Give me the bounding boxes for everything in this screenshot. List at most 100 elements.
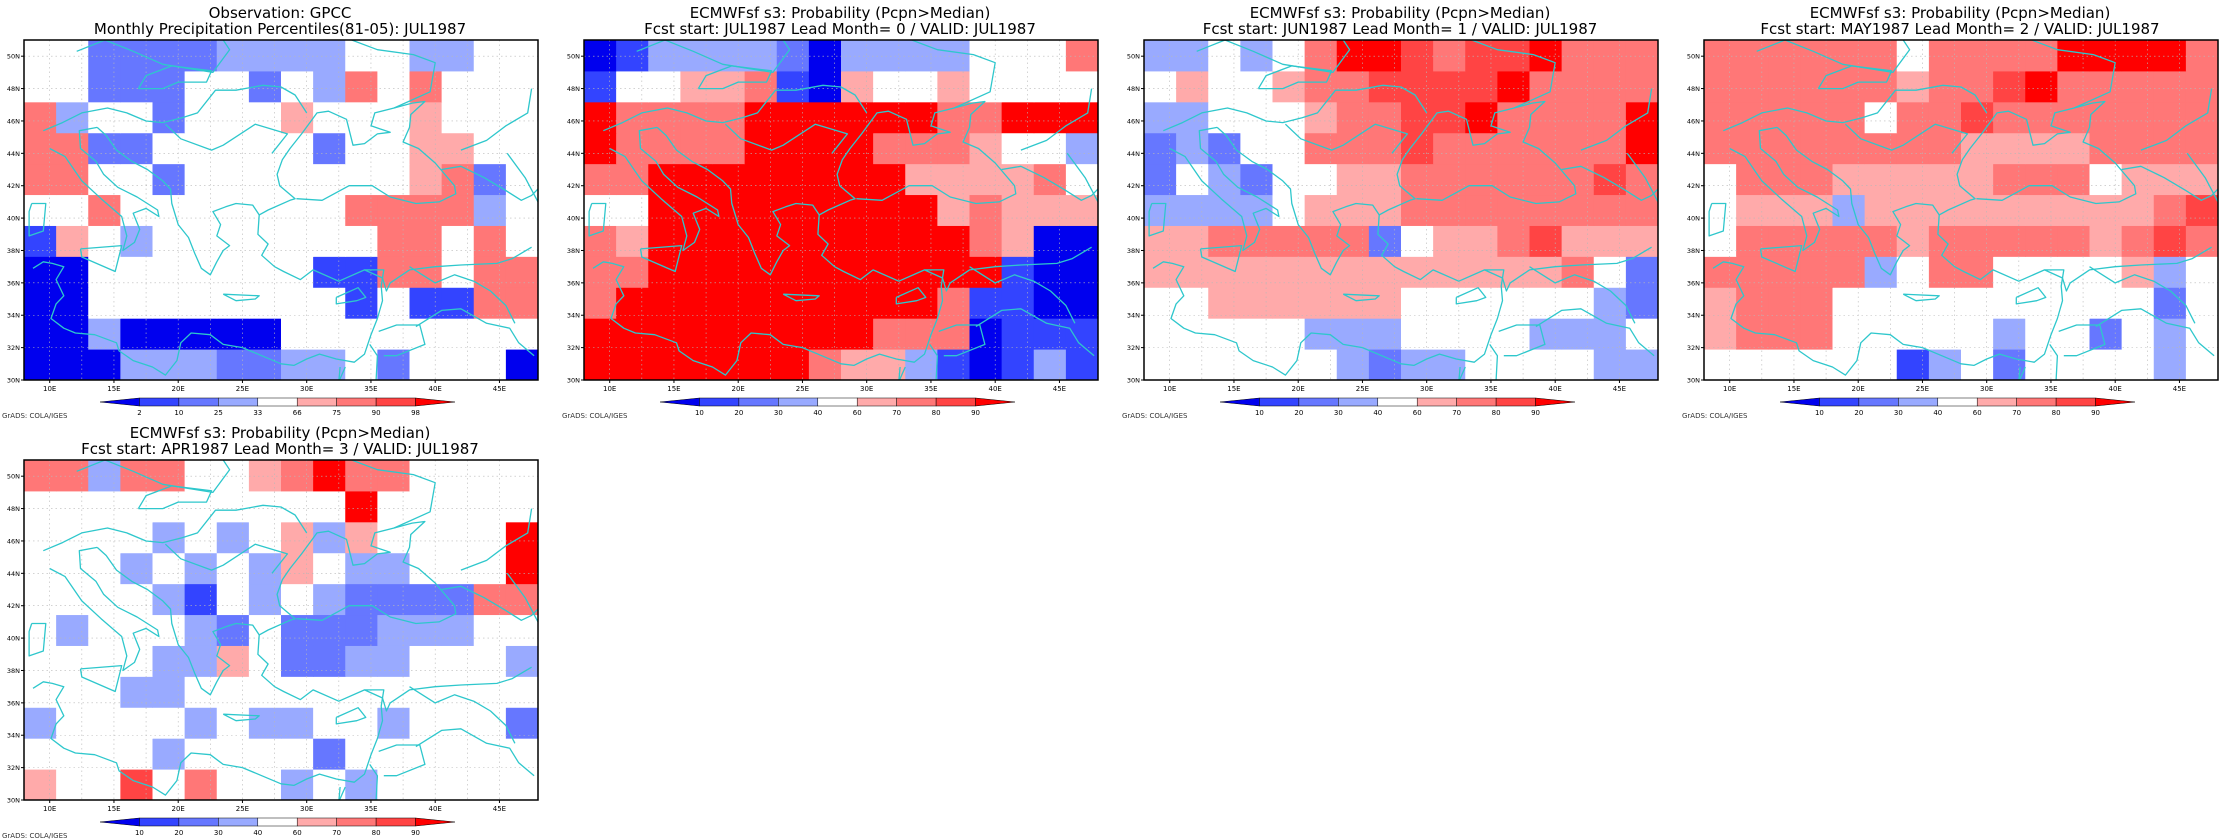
grid-cell bbox=[1736, 163, 1769, 196]
grid-cell bbox=[2153, 349, 2187, 381]
colorbar-label: 80 bbox=[2052, 409, 2061, 417]
grid-cell bbox=[2089, 194, 2123, 226]
grid-cell bbox=[1304, 101, 1338, 134]
grid-cell bbox=[1401, 256, 1434, 288]
grid-cell bbox=[24, 132, 57, 165]
grid-cell bbox=[1704, 318, 1737, 350]
grid-cell bbox=[905, 70, 938, 103]
grid-cell bbox=[937, 70, 971, 103]
x-tick-label: 15E bbox=[1227, 385, 1240, 393]
grid-cell bbox=[584, 163, 617, 196]
grid-cell bbox=[1768, 194, 1801, 226]
grid-cell bbox=[377, 287, 411, 319]
coastline bbox=[79, 664, 123, 693]
grid-cell bbox=[152, 40, 186, 72]
map-plot: 10E 15E 20E 25E 30E 35E 40E 45E 30N 32N 34N 36N 38N 4… bbox=[567, 39, 1099, 417]
grid-cell bbox=[409, 287, 443, 319]
grid-cell bbox=[1625, 318, 1659, 350]
coastline bbox=[76, 460, 231, 494]
colorbar-label: 90 bbox=[1531, 409, 1540, 417]
coastline bbox=[506, 572, 538, 623]
grid-cell bbox=[1593, 287, 1627, 319]
grid-cell bbox=[409, 769, 443, 801]
x-tick-label: 30E bbox=[1420, 385, 1433, 393]
grid-cell bbox=[441, 738, 475, 770]
panel-title-line1: ECMWFsf s3: Probability (Pcpn>Median) bbox=[1809, 4, 2111, 22]
coastline bbox=[43, 504, 308, 552]
colorbar-swatch bbox=[856, 397, 897, 407]
grid-cell bbox=[2057, 163, 2091, 196]
coastline bbox=[28, 622, 47, 657]
grid-cell bbox=[2153, 287, 2187, 319]
grid-cell bbox=[1736, 70, 1769, 103]
grid-cell bbox=[905, 225, 938, 257]
coastline bbox=[258, 100, 457, 216]
grid-cell bbox=[152, 256, 186, 288]
grid-cell bbox=[1176, 70, 1209, 103]
grid-cell bbox=[1304, 194, 1338, 226]
coastline bbox=[1066, 152, 1098, 203]
y-tick-label: 50N bbox=[7, 53, 20, 61]
grid-cell bbox=[409, 132, 443, 165]
grid-cell bbox=[88, 583, 121, 616]
grid-cell bbox=[216, 676, 250, 708]
grid-cell bbox=[184, 521, 218, 554]
grid-cell bbox=[1529, 349, 1563, 381]
grads-credit: GrADS: COLA/IGES bbox=[562, 412, 628, 420]
x-tick-label: 15E bbox=[107, 385, 120, 393]
grid-cell bbox=[248, 194, 282, 226]
colorbar-label: 30 bbox=[1334, 409, 1343, 417]
grid-cell bbox=[281, 163, 314, 196]
colorbar-swatch bbox=[699, 397, 740, 407]
coastline bbox=[1169, 126, 1280, 252]
coastline bbox=[415, 728, 535, 777]
y-tick-label: 36N bbox=[7, 279, 20, 287]
coastline bbox=[2031, 40, 2116, 109]
coastline bbox=[1284, 123, 1409, 154]
x-tick-label: 40E bbox=[1549, 385, 1562, 393]
grid-cell bbox=[1832, 225, 1866, 257]
y-tick-label: 30N bbox=[7, 797, 20, 805]
x-tick-label: 30E bbox=[300, 385, 313, 393]
coastline bbox=[1458, 366, 1466, 380]
grid-cell bbox=[1704, 163, 1737, 196]
grid-cell bbox=[1176, 194, 1209, 226]
grid-cell bbox=[1993, 132, 2026, 165]
colorbar-label: 70 bbox=[892, 409, 901, 417]
grid-cell bbox=[1561, 318, 1595, 350]
chart-panel-4: ECMWFsf s3: Probability (Pcpn>Median) Fcs… bbox=[1680, 0, 2240, 420]
grid-cell bbox=[937, 163, 971, 196]
grid-cell bbox=[56, 349, 89, 381]
grid-cell bbox=[1033, 70, 1067, 103]
grid-cell bbox=[744, 349, 778, 381]
grid-cell bbox=[473, 163, 507, 196]
grid-cell bbox=[2121, 70, 2155, 103]
grid-cell bbox=[937, 287, 971, 319]
grid-cell bbox=[473, 583, 507, 616]
grid-cell bbox=[1864, 349, 1898, 381]
colorbar-label: 70 bbox=[332, 829, 341, 837]
coastline bbox=[1498, 324, 1546, 357]
grid-cell bbox=[2185, 318, 2219, 350]
y-tick-label: 42N bbox=[7, 182, 20, 190]
grid-cell bbox=[505, 769, 539, 801]
grid-cell bbox=[56, 70, 89, 103]
coastline bbox=[1199, 244, 1243, 273]
grid-cell bbox=[409, 349, 443, 381]
colorbar-swatch bbox=[139, 397, 180, 407]
grid-cell bbox=[313, 194, 346, 226]
grid-cell bbox=[1896, 40, 1930, 72]
grid-cell bbox=[1928, 349, 1962, 381]
grid-cell bbox=[88, 163, 121, 196]
grid-cell bbox=[345, 256, 378, 288]
colorbar-label: 66 bbox=[293, 409, 302, 417]
grid-cell bbox=[808, 101, 842, 134]
y-tick-label: 38N bbox=[1127, 247, 1140, 255]
x-tick-label: 15E bbox=[667, 385, 680, 393]
colorbar-label: 90 bbox=[2091, 409, 2100, 417]
grid-cell bbox=[1625, 40, 1659, 72]
y-tick-label: 32N bbox=[1687, 344, 1700, 352]
grid-cell bbox=[56, 614, 89, 646]
colorbar-swatch bbox=[778, 397, 819, 407]
grid-cell bbox=[1033, 225, 1067, 257]
